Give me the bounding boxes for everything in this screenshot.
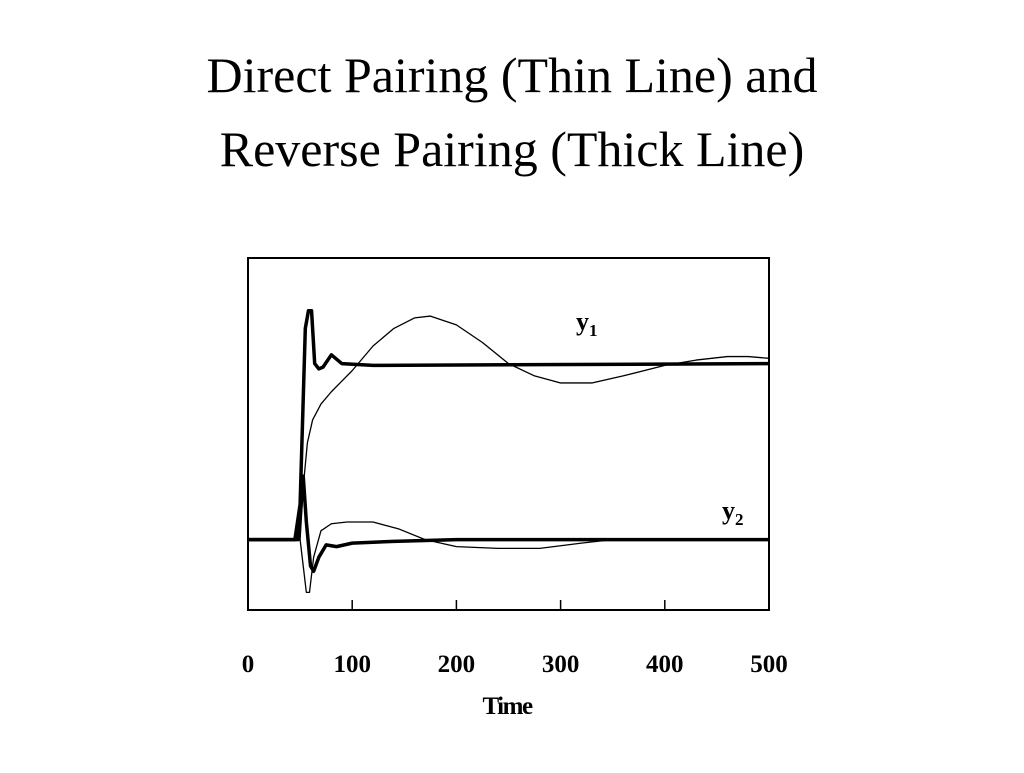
annotation-subscript: 1 — [589, 321, 598, 340]
x-tick-label: 500 — [750, 651, 788, 678]
series-line — [248, 474, 769, 574]
series-line — [248, 521, 769, 594]
x-tick-label: 300 — [542, 651, 580, 678]
series-line — [248, 315, 770, 541]
annotation: y1 — [576, 307, 598, 340]
title-line: Direct Pairing (Thin Line) and — [207, 47, 818, 103]
annotation: y2 — [722, 496, 744, 529]
plot-frame — [247, 257, 770, 611]
x-tick-label: 400 — [646, 651, 684, 678]
x-tick-label: 200 — [438, 651, 476, 678]
title-line: Reverse Pairing (Thick Line) — [220, 121, 805, 177]
annotation-subscript: 2 — [735, 510, 744, 529]
annotation-text: y — [576, 307, 589, 336]
annotation-text: y — [722, 496, 735, 525]
x-tick-label: 0 — [242, 651, 255, 678]
x-axis-label: Time — [482, 693, 532, 720]
series-line — [248, 309, 770, 542]
x-tick-label: 100 — [333, 651, 371, 678]
